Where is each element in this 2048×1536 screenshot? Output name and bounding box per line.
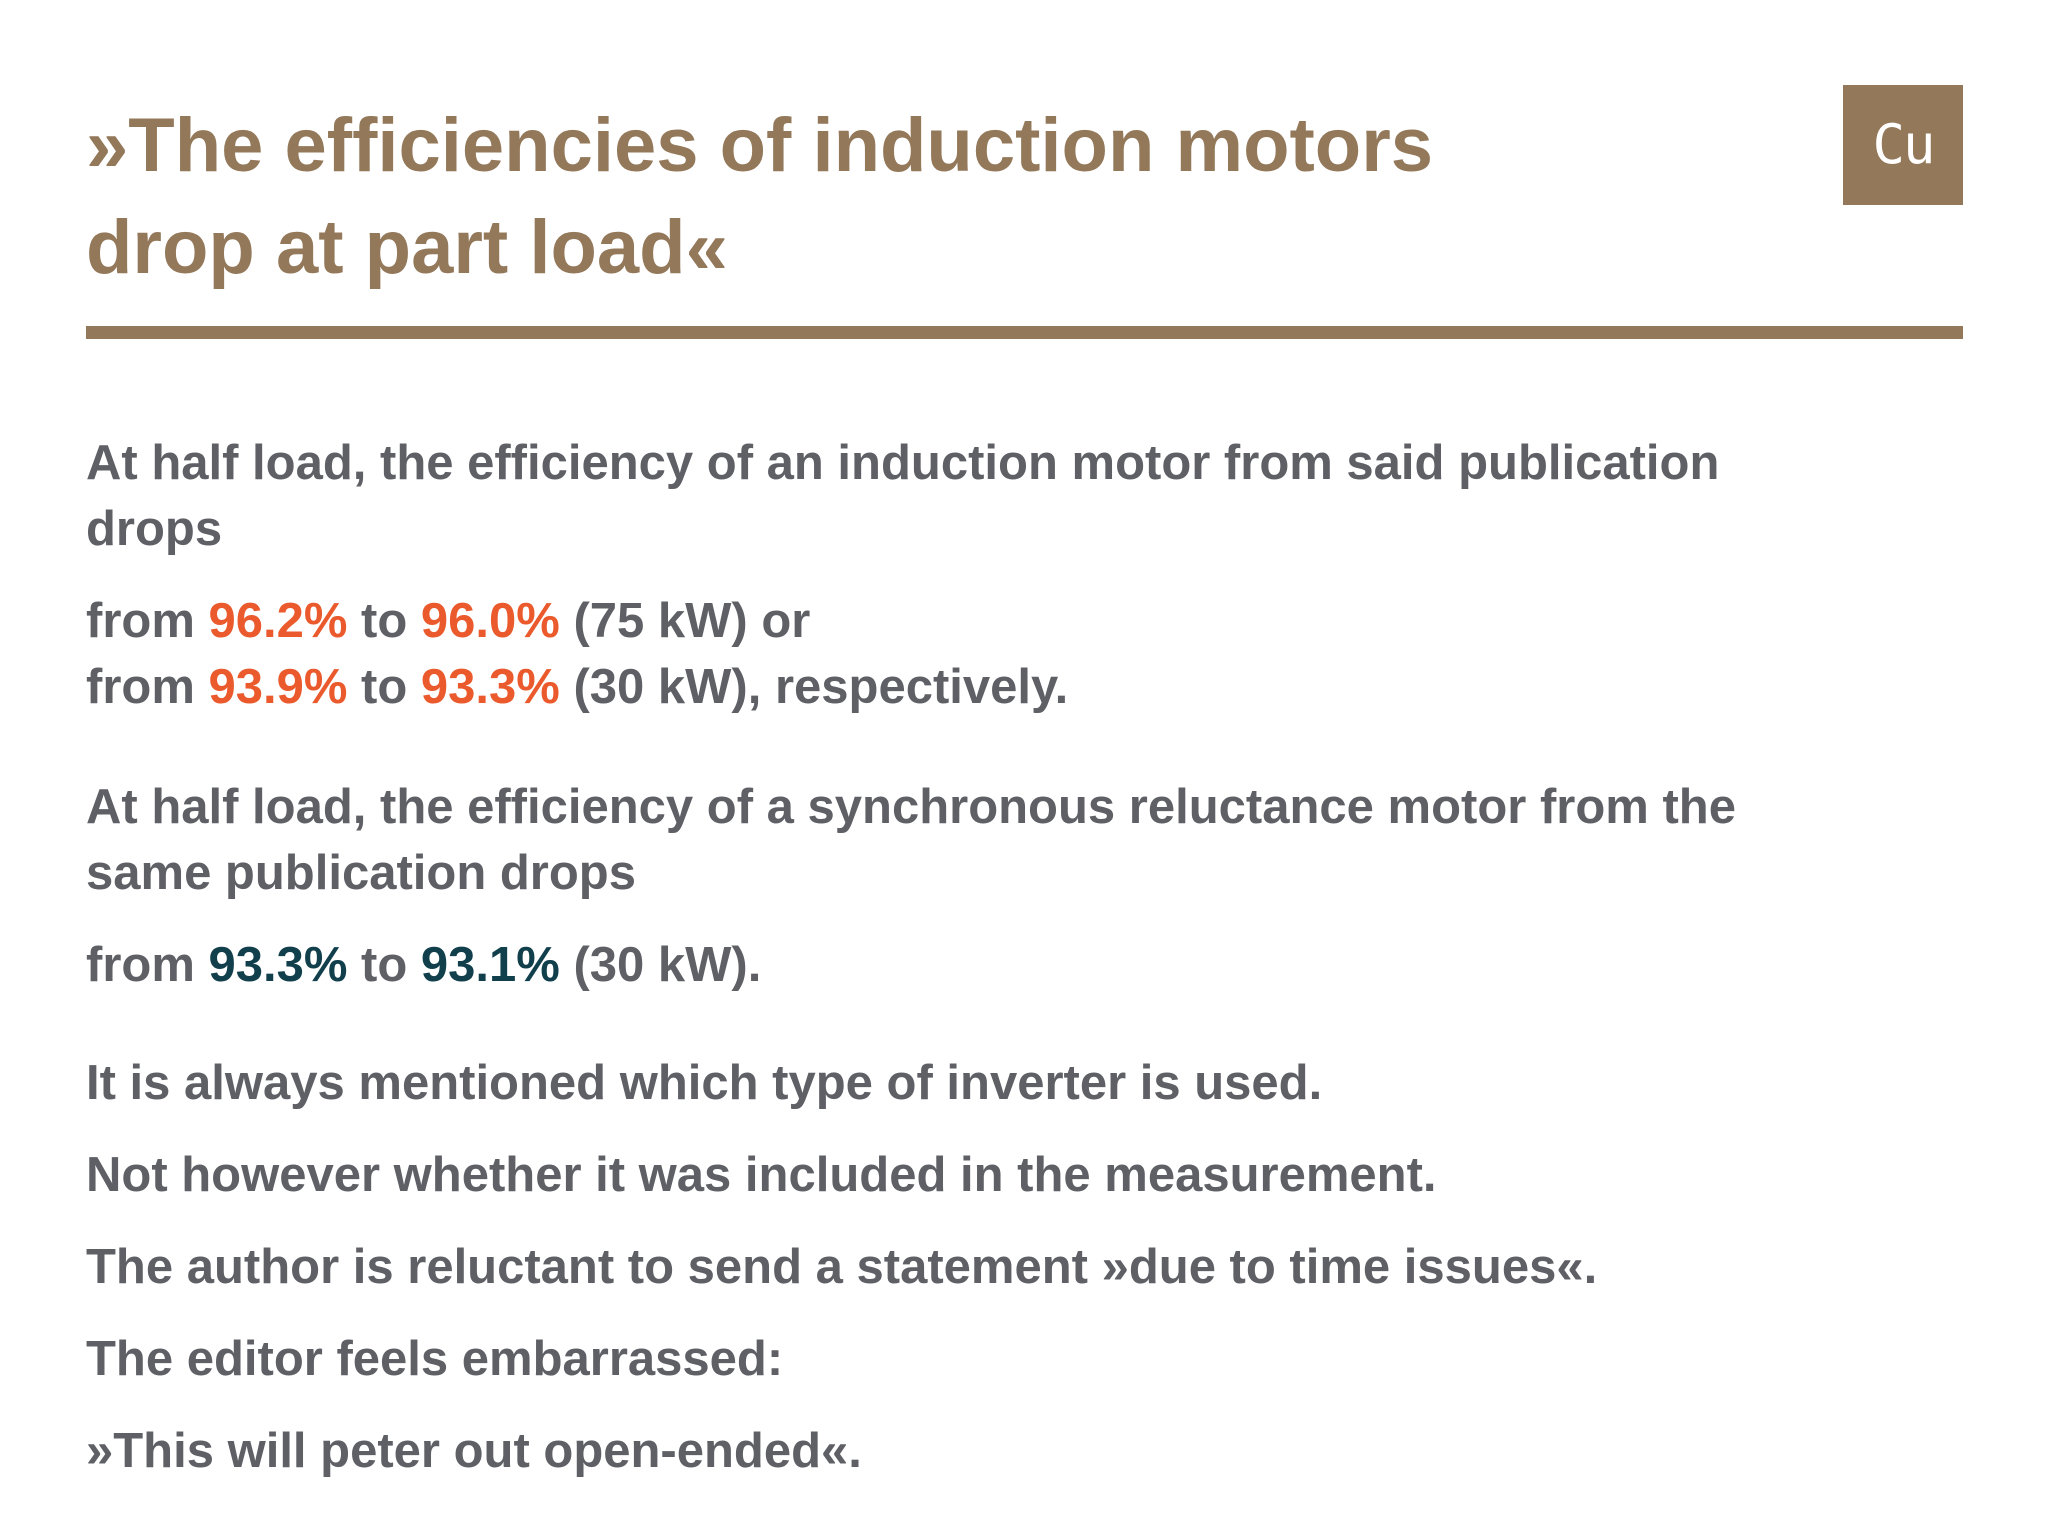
efficiency-value-from: 96.2% — [208, 594, 348, 648]
statement-inverter-type: It is always mentioned which type of inv… — [86, 1056, 1323, 1110]
efficiency-value-from: 93.3% — [208, 938, 348, 992]
reluctance-values-30kw: from 93.3% to 93.1% (30 kW). — [86, 932, 1966, 998]
from-word: from — [86, 594, 209, 648]
paragraph-induction-line-1: At half load, the efficiency of an induc… — [86, 436, 1720, 490]
slide-title: »The efficiencies of induction motors dr… — [86, 95, 1786, 299]
power-rating-suffix: (75 kW) or — [559, 594, 811, 648]
paragraph-reluctance-line-1: At half load, the efficiency of a synchr… — [86, 780, 1736, 834]
efficiency-value-from: 93.9% — [208, 660, 348, 714]
to-word: to — [347, 660, 421, 714]
from-word: from — [86, 660, 209, 714]
efficiency-value-to: 96.0% — [420, 594, 560, 648]
statement-measurement: Not however whether it was included in t… — [86, 1148, 1437, 1202]
copper-logo: Cu — [1843, 85, 1963, 205]
paragraph-reluctance-line-2: same publication drops — [86, 846, 636, 900]
to-word: to — [347, 594, 421, 648]
efficiency-value-to: 93.3% — [420, 660, 560, 714]
slide-body: At half load, the efficiency of an induc… — [86, 430, 1966, 1484]
statement-editor: The editor feels embarrassed: — [86, 1332, 784, 1386]
from-word: from — [86, 938, 209, 992]
induction-values-30kw: from 93.9% to 93.3% (30 kW), respectivel… — [86, 654, 1966, 720]
induction-values-75kw: from 96.2% to 96.0% (75 kW) or — [86, 588, 1966, 654]
statement-author: The author is reluctant to send a statem… — [86, 1240, 1598, 1294]
slide-title-line-2: drop at part load« — [86, 205, 728, 290]
to-word: to — [347, 938, 421, 992]
slide-title-line-1: »The efficiencies of induction motors — [86, 103, 1434, 188]
power-rating-suffix: (30 kW), respectively. — [559, 660, 1069, 714]
power-rating-suffix: (30 kW). — [559, 938, 762, 992]
statement-quote: »This will peter out open-ended«. — [86, 1424, 862, 1478]
efficiency-value-to: 93.1% — [420, 938, 560, 992]
title-divider — [86, 326, 1963, 339]
paragraph-induction-line-2: drops — [86, 502, 223, 556]
